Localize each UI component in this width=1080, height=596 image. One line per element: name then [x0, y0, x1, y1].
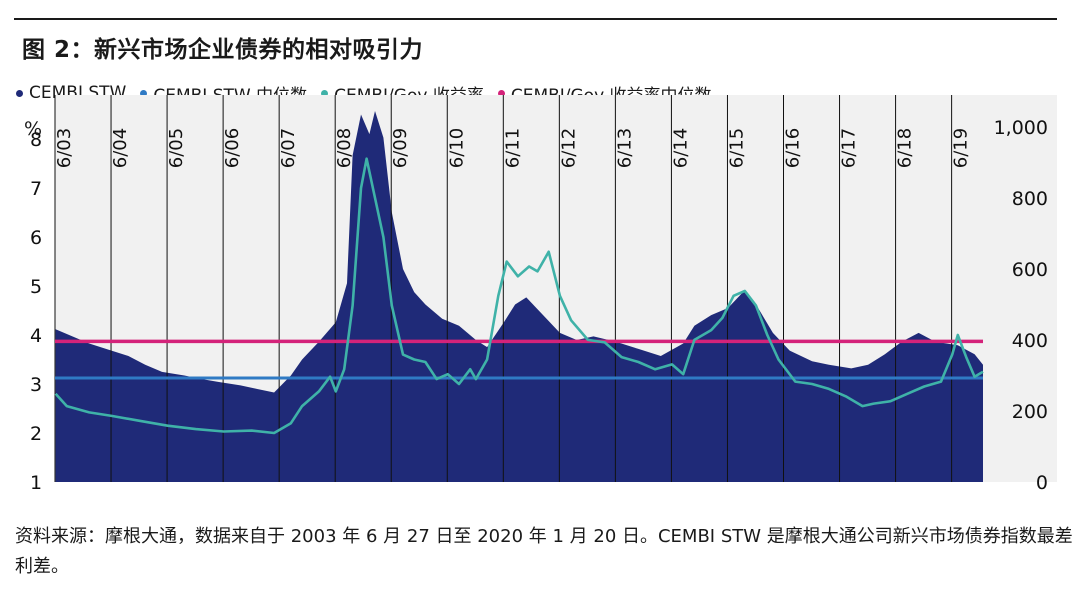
date-label: 6/09 [390, 128, 411, 168]
left-axis-tick-label: 7 [30, 178, 42, 200]
date-label: 6/07 [278, 128, 299, 168]
date-label: 6/12 [558, 128, 579, 168]
left-axis-tick-label: 6 [30, 227, 42, 249]
chart-title: 图 2：新兴市场企业债券的相对吸引力 [22, 37, 424, 63]
left-axis-tick-label: 5 [30, 276, 42, 298]
date-label: 6/06 [222, 128, 243, 168]
right-axis-tick-label: 200 [1012, 401, 1048, 423]
legend-marker-icon [321, 89, 329, 97]
right-axis-tick-label: 1,000 [994, 117, 1048, 139]
date-label: 6/04 [110, 128, 131, 168]
source-note: 资料来源：摩根大通，数据来自于 2003 年 6 月 27 日至 2020 年 … [15, 526, 1073, 577]
series-area-cembi-stw [55, 111, 984, 482]
left-axis-tick-label: 2 [30, 423, 42, 445]
date-label: 6/14 [670, 128, 691, 168]
left-axis-unit: % [24, 118, 43, 140]
date-label: 6/18 [895, 128, 916, 168]
right-axis-tick-label: 0 [1036, 472, 1048, 494]
date-label: 6/10 [446, 128, 467, 168]
left-axis-tick-label: 4 [30, 325, 42, 347]
date-label: 6/08 [334, 128, 355, 168]
left-axis-tick-label: 3 [30, 374, 42, 396]
right-axis-tick-label: 600 [1012, 259, 1048, 281]
left-axis-tick-label: 8 [30, 129, 42, 151]
date-label: 6/17 [839, 128, 860, 168]
date-label: 6/19 [951, 128, 972, 168]
legend-marker-icon [140, 89, 148, 97]
legend-marker-icon [497, 89, 505, 97]
right-axis-tick-label: 800 [1012, 188, 1048, 210]
date-label: 6/13 [614, 128, 635, 168]
series-line-cembi-gov-ratio [54, 157, 984, 435]
date-label: 6/16 [783, 128, 804, 168]
date-label: 6/11 [502, 128, 523, 168]
date-label: 6/15 [726, 128, 747, 168]
left-axis-tick-label: 1 [30, 472, 42, 494]
legend-marker-icon [16, 89, 23, 97]
date-label: 6/03 [54, 128, 75, 168]
top-rule [14, 18, 1057, 20]
right-axis-tick-label: 400 [1012, 330, 1048, 352]
date-label: 6/05 [166, 128, 187, 168]
